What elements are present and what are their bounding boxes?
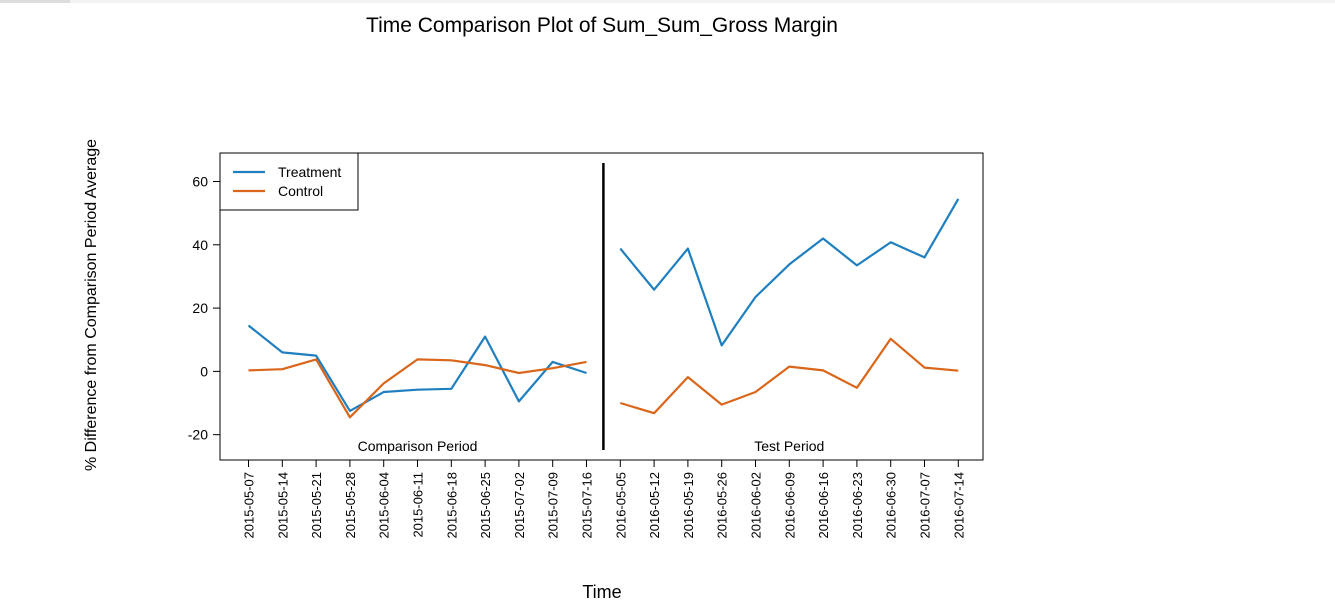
x-tick-label: 2016-06-09 — [782, 472, 797, 539]
legend: Treatment Control — [219, 152, 359, 211]
x-tick-label: 2015-06-11 — [411, 472, 426, 538]
x-tick-label: 2016-06-30 — [884, 472, 899, 539]
y-axis: -20 0 20 40 60 — [188, 173, 220, 443]
y-tick-label: 40 — [192, 237, 208, 253]
x-tick-label: 2015-05-21 — [309, 472, 324, 539]
notebook-top-bar — [0, 0, 1335, 3]
y-tick-label: 20 — [192, 300, 208, 316]
x-tick-label: 2015-05-14 — [275, 472, 290, 539]
annotation-layer: Comparison Period Test Period — [358, 163, 824, 454]
x-tick-label: 2016-06-16 — [816, 472, 831, 539]
x-axis: 2015-05-07 2015-05-14 2015-05-21 2015-05-28… — [242, 459, 966, 539]
x-tick-label: 2016-07-07 — [918, 472, 933, 539]
y-axis-label: % Difference from Comparison Period Aver… — [83, 139, 100, 471]
y-tick-label: 60 — [192, 173, 208, 189]
y-tick-label: -20 — [188, 427, 208, 443]
x-tick-label: 2016-06-02 — [749, 472, 764, 539]
notebook-top-bar-left — [0, 0, 70, 3]
series-line-control — [619, 337, 959, 415]
x-tick-label: 2015-06-18 — [444, 472, 459, 539]
x-tick-label: 2015-05-28 — [343, 472, 358, 539]
chart-title: Time Comparison Plot of Sum_Sum_Gross Ma… — [366, 14, 838, 37]
x-tick-label: 2015-05-07 — [242, 472, 257, 539]
x-tick-label: 2016-07-14 — [951, 472, 966, 539]
series-layer — [247, 198, 960, 419]
x-axis-label: Time — [582, 582, 621, 602]
legend-box — [219, 152, 359, 211]
x-tick-label: 2016-05-26 — [715, 472, 730, 539]
series-line-treatment — [247, 324, 587, 412]
period-label: Comparison Period — [358, 438, 478, 454]
period-label: Test Period — [754, 438, 824, 454]
legend-label: Treatment — [278, 164, 341, 180]
x-tick-label: 2016-05-19 — [681, 472, 696, 539]
x-tick-label: 2015-07-09 — [546, 472, 561, 539]
x-tick-label: 2016-05-12 — [647, 472, 662, 539]
series-line-treatment — [619, 198, 960, 347]
y-tick-label: 0 — [200, 363, 208, 379]
x-tick-label: 2016-05-05 — [613, 472, 628, 539]
x-tick-label: 2015-06-04 — [377, 472, 392, 539]
x-tick-label: 2015-07-16 — [580, 472, 595, 539]
series-line-control — [248, 358, 587, 419]
x-tick-label: 2015-06-25 — [478, 472, 493, 539]
legend-label: Control — [278, 183, 323, 199]
x-tick-label: 2016-06-23 — [850, 472, 865, 539]
x-tick-label: 2015-07-02 — [512, 472, 527, 539]
